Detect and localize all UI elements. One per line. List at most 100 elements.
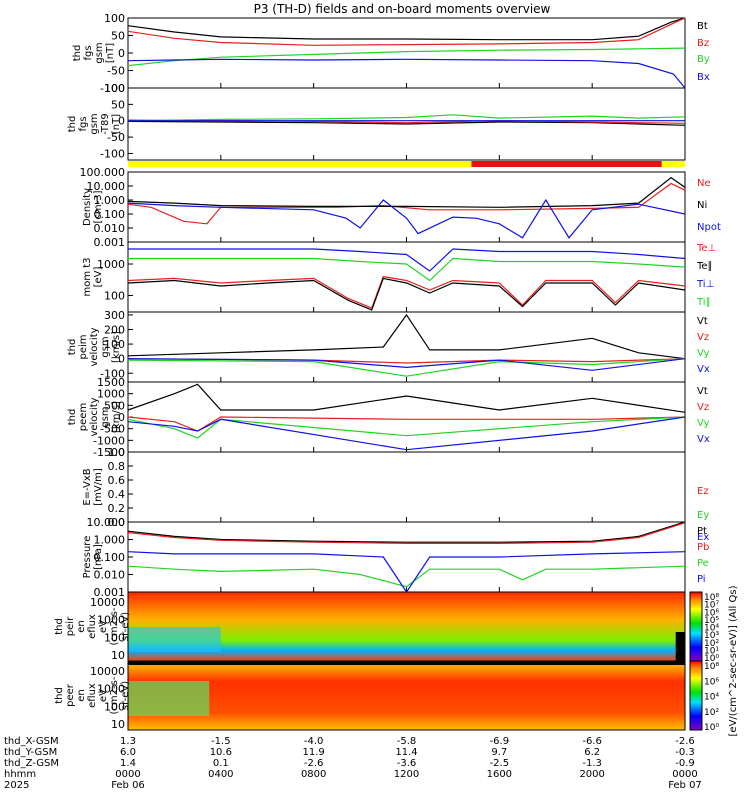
y-tick-label: -50: [107, 131, 125, 144]
legend-Te⊥: Te⊥: [696, 243, 716, 254]
time-row-value: -0.3: [675, 747, 695, 758]
series-line-Vx: [127, 416, 686, 451]
series-line-Te∥: [127, 277, 686, 311]
y-tick-label: 1500: [97, 376, 125, 389]
legend-Pt: Pt: [697, 526, 707, 537]
series-line-Npot: [127, 198, 686, 239]
y-tick-label: 1000: [97, 683, 125, 696]
series-line-By: [127, 47, 686, 67]
legend-Ey: Ey: [697, 510, 709, 521]
time-row-value: -0.9: [675, 758, 695, 769]
time-row-label: thd_Z-GSM: [4, 758, 59, 769]
y-axis-label: thdfgsgsm[nT]: [72, 42, 116, 63]
y-tick-label: 1000: [97, 388, 125, 401]
legend-Vz: Vz: [697, 332, 709, 343]
y-tick-label: 0.0: [108, 516, 126, 529]
panel-frame: [127, 311, 686, 383]
spectrogram-peer: 10000 1000 100 10 thdpeerenefluxeV(cm2-s-sr-…: [54, 660, 686, 731]
y-tick-label: -100: [100, 367, 125, 380]
time-row-value: -6.9: [490, 736, 510, 747]
series-line-Vz: [127, 416, 686, 432]
y-tick-label: 10000: [90, 665, 125, 678]
legend-Bt: Bt: [697, 21, 708, 32]
y-tick-label: 0: [118, 353, 125, 366]
y-tick-label: 10: [111, 718, 125, 731]
colorbar-tick-label: 10²: [704, 708, 719, 718]
y-axis-label: E=-VxB[mV/m]: [82, 468, 104, 506]
time-row-value: 0000: [115, 769, 140, 780]
legend-Ti⊥: Ti⊥: [696, 279, 714, 290]
time-row-value: -1.3: [582, 758, 602, 769]
series-line-Vt: [127, 313, 686, 360]
y-tick-label: 100: [104, 82, 125, 95]
series-line-Bt: [127, 17, 686, 41]
y-tick-label: 1000: [97, 258, 125, 271]
series-line-Pe: [127, 565, 686, 588]
time-row-label: 2025: [4, 780, 29, 791]
y-tick-label: 100: [104, 338, 125, 351]
time-row-value: -2.6: [675, 736, 695, 747]
time-row-value: 11.4: [395, 747, 417, 758]
legend-Vy: Vy: [697, 348, 710, 359]
y-tick-label: -100: [100, 147, 125, 160]
y-tick-label: -100: [100, 82, 125, 95]
y-tick-label: 0.6: [108, 474, 126, 487]
y-tick-label: 500: [104, 399, 125, 412]
time-row-value: -3.6: [397, 758, 417, 769]
colorbar-tick-label: 10⁷: [704, 601, 719, 611]
y-tick-label: 50: [111, 98, 125, 111]
time-row-value: 6.2: [584, 747, 600, 758]
y-tick-label: 0.010: [94, 569, 126, 582]
colorbar-tick-label: 10²: [704, 639, 719, 649]
colorbar-label: [eV/(cm^2-sec-sr-eV)] (All Qs): [728, 585, 739, 736]
series-line-Pb: [127, 522, 686, 544]
series-line-Pt: [127, 521, 686, 543]
data-gap: [675, 632, 685, 661]
time-row-value: Feb 07: [668, 780, 702, 791]
series-line-Bx: [127, 58, 686, 89]
y-tick-label: 1.000: [94, 534, 126, 547]
spectrogram-image: [128, 661, 685, 730]
y-tick-label: 1.000: [94, 194, 126, 207]
series-line-s2: [127, 114, 686, 122]
colorbar-tick-label: 10³: [704, 631, 719, 641]
time-row-value: 0800: [301, 769, 326, 780]
orbit-bar-yellow: [128, 161, 472, 167]
spectrogram-peir: 10000 1000 100 10 thdpeirenefluxeV(cm2-s-sr-…: [54, 591, 686, 662]
panels: 100500-50-100thdfgsgsm[nT]BtBzByBx100500…: [67, 12, 721, 599]
y-tick-label: 10000: [90, 596, 125, 609]
legend-Vt: Vt: [697, 316, 708, 327]
panel-fgs_gsm: 100 50 0 -50 -100 thdfgsgsm[nT] Bt Bz By Bx: [72, 12, 710, 95]
y-tick-label: 0: [118, 411, 125, 424]
y-tick-label: 0.010: [94, 222, 126, 235]
y-tick-label: -500: [100, 423, 125, 436]
y-tick-label: 10.000: [87, 516, 126, 529]
time-row-value: 1600: [487, 769, 512, 780]
colorbar-strip: [689, 660, 703, 731]
legend-Vx: Vx: [697, 434, 710, 445]
time-row-value: Feb 06: [111, 780, 145, 791]
y-tick-label: 1000: [97, 614, 125, 627]
legend-Vy: Vy: [697, 418, 710, 429]
y-tick-label: 0.100: [94, 551, 126, 564]
y-axis-label: thdpeirenefluxeV(cm2-s-sr-eV): [54, 607, 131, 645]
legend-By: By: [697, 54, 710, 65]
y-axis-label: thdfgsgsm-T89[nT]: [67, 113, 122, 135]
y-tick-label: 10: [111, 649, 125, 662]
spectrograms: 10000 1000 100 10 thdpeirenefluxeV(cm2-s-sr-…: [54, 591, 686, 731]
time-row-value: 2000: [579, 769, 604, 780]
series-line-Ni: [127, 176, 686, 208]
legend-Ni: Ni: [697, 200, 707, 211]
legend-Pb: Pb: [697, 542, 709, 553]
series-line-Vy: [127, 416, 686, 439]
y-tick-label: 0: [118, 115, 125, 128]
time-row-label: thd_X-GSM: [4, 736, 59, 747]
y-tick-label: -1500: [93, 446, 125, 459]
time-row-value: 9.7: [491, 747, 507, 758]
colorbar-tick-label: 10⁵: [704, 616, 719, 626]
colorbar-tick-label: 10⁶: [704, 677, 719, 687]
y-axis-label: thdpeimvelocitygsm[km/s]: [67, 327, 122, 366]
y-tick-label: 100: [104, 290, 125, 303]
panel-frame: [127, 17, 686, 89]
legend-Vt: Vt: [697, 386, 708, 397]
